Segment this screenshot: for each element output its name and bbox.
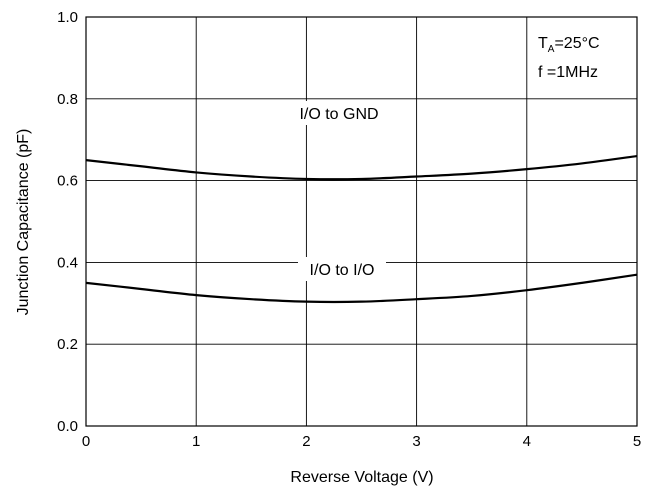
x-tick-label: 2 <box>302 433 310 450</box>
x-tick-label: 1 <box>192 433 200 450</box>
annotation-io-to-gnd-bg <box>286 101 392 125</box>
series-lines <box>85 154 638 304</box>
y-tick-label: 0.8 <box>57 91 78 108</box>
y-tick-label: 0.6 <box>57 173 78 190</box>
series-line-io-to-io <box>85 273 638 304</box>
condition-ambient-temp: TA=25°C <box>538 35 600 55</box>
y-tick-label: 0.4 <box>57 254 78 271</box>
annotation-io-to-io: I/O to I/O <box>310 262 375 279</box>
y-axis-label: Junction Capacitance (pF) <box>15 129 32 316</box>
series-line-io-to-gnd <box>85 154 638 181</box>
y-tick-label: 1.0 <box>57 9 78 26</box>
x-tick-label: 5 <box>633 433 641 450</box>
y-tick-label: 0.2 <box>57 336 78 353</box>
x-tick-label: 3 <box>412 433 420 450</box>
x-axis-label: Reverse Voltage (V) <box>290 469 433 486</box>
ta-value: =25°C <box>554 35 599 52</box>
ta-symbol: T <box>538 35 548 52</box>
y-tick-label: 0.0 <box>57 418 78 435</box>
annotation-io-to-io-group: I/O to I/O <box>298 257 386 281</box>
condition-frequency: f =1MHz <box>538 64 598 81</box>
annotation-io-to-io-bg <box>298 257 386 281</box>
x-tick-label: 4 <box>523 433 531 450</box>
x-tick-label: 0 <box>82 433 90 450</box>
ta-subscript: A <box>548 44 555 55</box>
annotation-io-to-gnd: I/O to GND <box>299 106 378 123</box>
plot-frame <box>85 16 638 427</box>
tick-labels: 0 1 2 3 4 5 0.0 0.2 0.4 0.6 0.8 1.0 <box>57 9 641 450</box>
annotation-io-to-gnd-group: I/O to GND <box>286 101 392 125</box>
test-conditions: TA=25°C f =1MHz <box>538 35 600 81</box>
